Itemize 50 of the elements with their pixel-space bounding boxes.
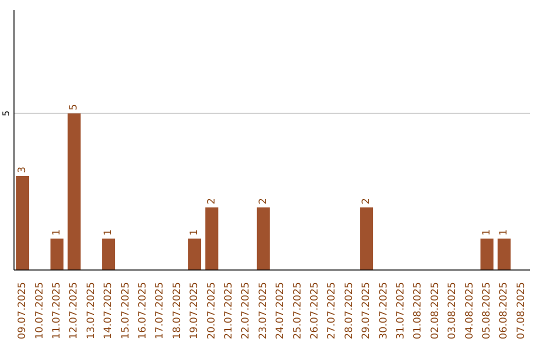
x-tick-label: 18.07.2025 [172, 282, 183, 340]
data-label: 1 [103, 229, 114, 236]
x-tick-label: 14.07.2025 [103, 282, 114, 340]
bar [102, 238, 116, 270]
x-tick-label: 03.08.2025 [447, 282, 458, 340]
x-tick-label: 17.07.2025 [154, 282, 166, 340]
x-tick-label: 01.08.2025 [412, 282, 424, 340]
x-tick-label: 28.07.2025 [344, 282, 355, 340]
bar [498, 238, 511, 270]
data-label: 3 [17, 166, 28, 174]
bar [360, 207, 374, 270]
x-tick-label: 09.07.2025 [17, 282, 28, 340]
data-label: 1 [189, 229, 200, 236]
x-tick-label: 20.07.2025 [206, 282, 218, 340]
x-tick-label: 24.07.2025 [275, 282, 286, 340]
bar [68, 113, 81, 270]
x-tick-label: 16.07.2025 [138, 282, 148, 340]
x-tick-label: 31.07.2025 [396, 282, 406, 340]
bar [205, 207, 218, 270]
x-tick-label: 12.07.2025 [68, 282, 80, 340]
x-tick-label: 26.07.2025 [310, 282, 320, 340]
x-tick-label: 27.07.2025 [326, 282, 338, 340]
x-tick-label: 25.07.2025 [292, 282, 304, 340]
x-tick-label: 04.08.2025 [464, 282, 476, 340]
x-tick-label: 05.08.2025 [482, 282, 492, 340]
data-label: 1 [481, 229, 492, 236]
bar [480, 238, 494, 270]
data-label: 1 [51, 229, 62, 236]
data-label: 2 [361, 198, 372, 204]
x-tick-label: 15.07.2025 [120, 282, 132, 340]
x-tick-label: 19.07.2025 [189, 282, 200, 340]
data-label: 5 [68, 104, 80, 110]
bar [256, 207, 270, 270]
x-tick-label: 22.07.2025 [240, 282, 252, 340]
x-tick-label: 13.07.2025 [86, 282, 97, 340]
x-tick-label: 06.08.2025 [498, 282, 510, 340]
x-tick-label: 10.07.2025 [34, 282, 46, 340]
bar [50, 238, 64, 270]
x-tick-label: 23.07.2025 [258, 282, 269, 340]
bar [16, 176, 30, 270]
data-label: 2 [258, 198, 269, 204]
x-tick-label: 29.07.2025 [361, 282, 372, 340]
x-tick-label: 11.07.2025 [52, 282, 62, 340]
data-label: 1 [498, 229, 510, 236]
x-tick-label: 30.07.2025 [378, 282, 390, 340]
data-label: 2 [206, 198, 218, 204]
x-tick-label: 21.07.2025 [224, 282, 234, 340]
bar [188, 238, 202, 270]
x-tick-label: 02.08.2025 [430, 282, 441, 340]
x-tick-label: 07.08.2025 [516, 282, 527, 340]
